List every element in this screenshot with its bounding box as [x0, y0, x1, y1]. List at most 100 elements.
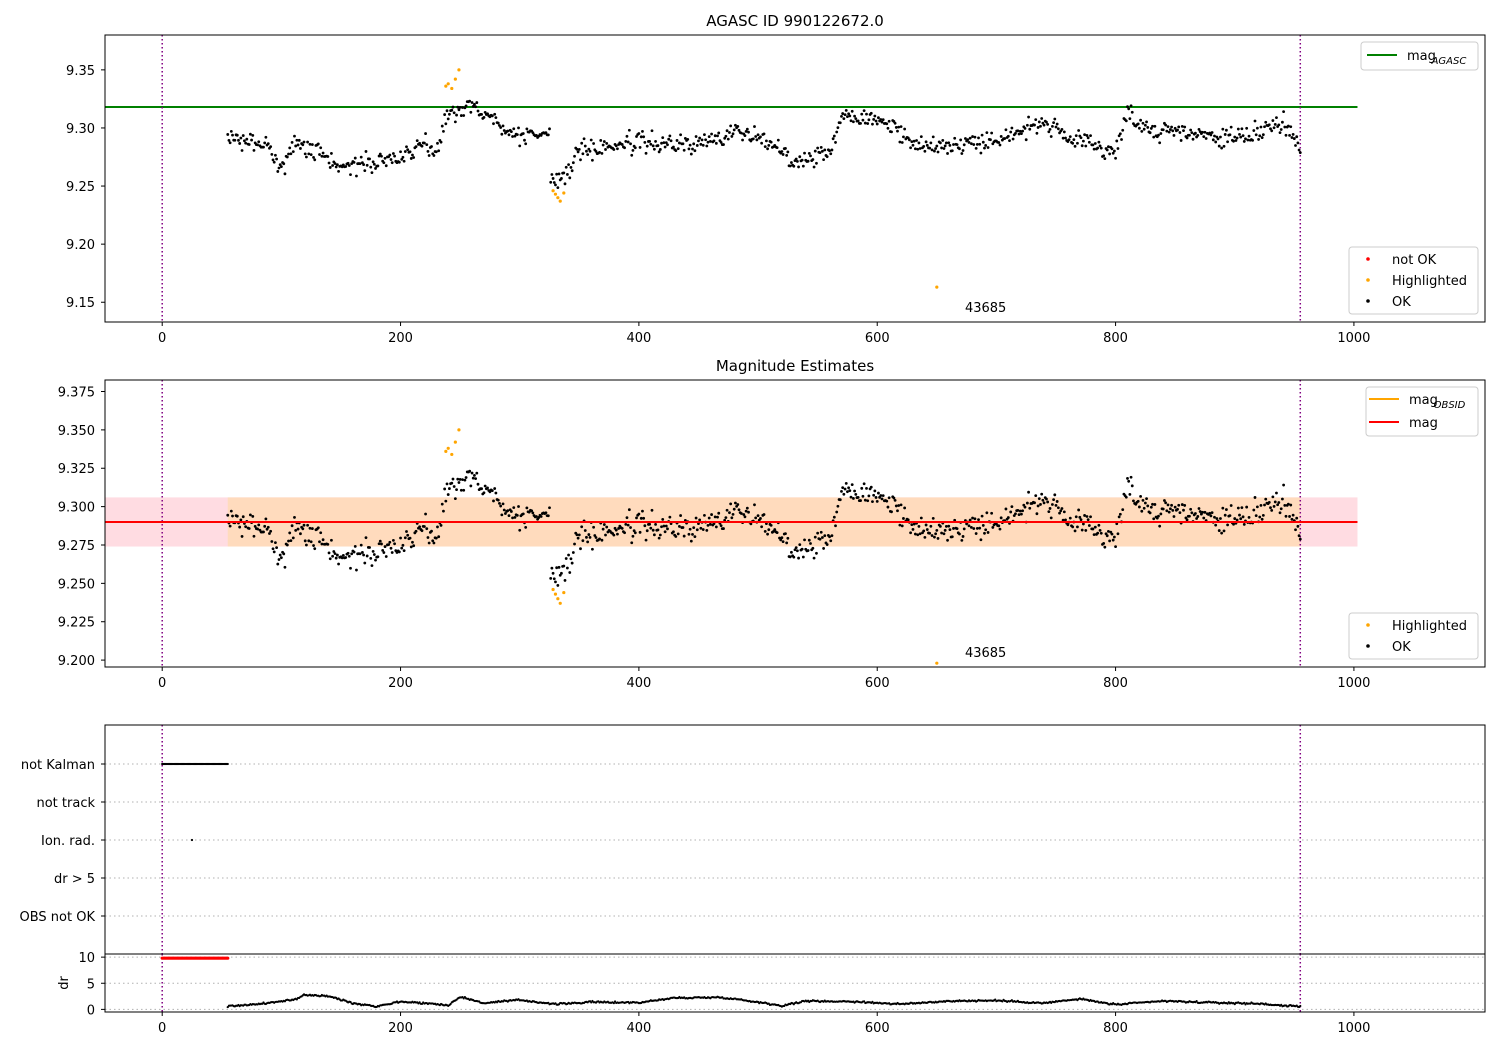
- ok-point: [1264, 497, 1268, 501]
- ok-point: [766, 532, 769, 536]
- ok-point: [978, 142, 982, 146]
- ok-point: [1102, 541, 1106, 545]
- ok-point: [231, 514, 234, 518]
- ok-point: [651, 528, 655, 532]
- ok-point: [1148, 511, 1152, 515]
- ok-point: [908, 138, 911, 142]
- ok-point: [1190, 131, 1194, 135]
- ok-point: [1121, 128, 1125, 132]
- ok-point: [736, 124, 740, 128]
- ok-point: [550, 566, 554, 570]
- legend-lines: [1360, 41, 1479, 71]
- ok-point: [450, 481, 454, 485]
- ok-point: [233, 138, 237, 142]
- ok-point: [1064, 136, 1067, 140]
- ok-point: [1233, 135, 1237, 139]
- ok-point: [1093, 142, 1097, 145]
- ok-point: [1151, 502, 1154, 506]
- ok-point: [1224, 508, 1228, 511]
- ok-point: [695, 144, 699, 147]
- ok-point: [917, 141, 921, 145]
- ok-point: [1152, 517, 1156, 521]
- ok-point: [1253, 119, 1257, 123]
- ok-point: [701, 528, 705, 531]
- ok-point: [1087, 524, 1091, 527]
- ok-point: [501, 502, 505, 506]
- ok-point: [930, 534, 934, 537]
- ok-point: [861, 118, 865, 122]
- ok-point: [515, 133, 519, 137]
- ok-point: [1177, 503, 1181, 507]
- dr-high-point: [226, 956, 230, 960]
- ok-point: [294, 144, 298, 148]
- ok-point: [257, 140, 261, 144]
- ok-point: [571, 161, 575, 165]
- ok-point: [1241, 515, 1245, 519]
- ok-point: [316, 142, 320, 146]
- ok-point: [649, 142, 653, 146]
- ok-point: [576, 536, 580, 540]
- ok-point: [282, 552, 286, 556]
- ok-point: [453, 497, 457, 500]
- ok-point: [809, 542, 812, 545]
- ok-point: [266, 525, 270, 529]
- ok-point: [729, 502, 733, 506]
- ok-point: [251, 133, 255, 137]
- ok-point: [849, 495, 853, 499]
- ok-point: [1277, 501, 1281, 504]
- ok-point: [844, 108, 848, 112]
- ok-point: [1124, 495, 1128, 499]
- ok-point: [283, 172, 287, 176]
- ok-point: [894, 504, 898, 508]
- ok-point: [486, 486, 489, 490]
- ok-point: [812, 556, 816, 560]
- ok-point: [341, 554, 345, 557]
- ok-point: [271, 547, 275, 551]
- ok-point: [591, 158, 594, 162]
- ok-point: [1264, 120, 1268, 124]
- ok-point: [391, 538, 395, 542]
- ok-point: [1140, 509, 1144, 513]
- ok-point: [612, 533, 616, 537]
- ok-point: [378, 152, 382, 156]
- ok-point: [290, 141, 294, 144]
- ok-point: [848, 489, 852, 493]
- ok-point: [873, 114, 877, 118]
- ok-point: [991, 526, 995, 529]
- ok-point: [1297, 534, 1301, 538]
- ok-point: [403, 150, 407, 153]
- ok-point: [854, 492, 858, 496]
- ok-point: [452, 111, 456, 115]
- ok-point: [1059, 509, 1063, 513]
- ok-point: [742, 513, 746, 516]
- ok-point: [830, 534, 834, 538]
- ok-point: [1035, 512, 1039, 516]
- y-tick-label: 5: [87, 977, 95, 992]
- ok-point: [971, 516, 974, 520]
- ok-point: [1213, 515, 1216, 519]
- ok-point: [544, 511, 548, 515]
- ok-point: [1097, 140, 1101, 144]
- ok-point: [1294, 528, 1297, 532]
- ok-point: [1136, 122, 1140, 126]
- ok-point: [941, 139, 945, 142]
- ok-point: [534, 515, 538, 518]
- ok-point: [682, 148, 686, 152]
- ok-point: [1016, 508, 1020, 512]
- ok-point: [725, 508, 729, 512]
- ok-point: [1060, 127, 1064, 131]
- ok-point: [1163, 499, 1166, 502]
- ok-point: [790, 550, 793, 554]
- ok-point: [642, 516, 646, 520]
- ok-point: [781, 540, 785, 544]
- ok-point: [272, 550, 276, 554]
- ok-point: [399, 536, 402, 540]
- ok-point: [913, 532, 917, 536]
- ok-point: [1284, 514, 1288, 518]
- ok-point: [1062, 510, 1066, 514]
- ok-point: [943, 528, 947, 532]
- ok-point: [978, 526, 982, 530]
- ok-point: [353, 544, 357, 548]
- ok-point: [442, 129, 445, 133]
- ok-point: [530, 509, 534, 513]
